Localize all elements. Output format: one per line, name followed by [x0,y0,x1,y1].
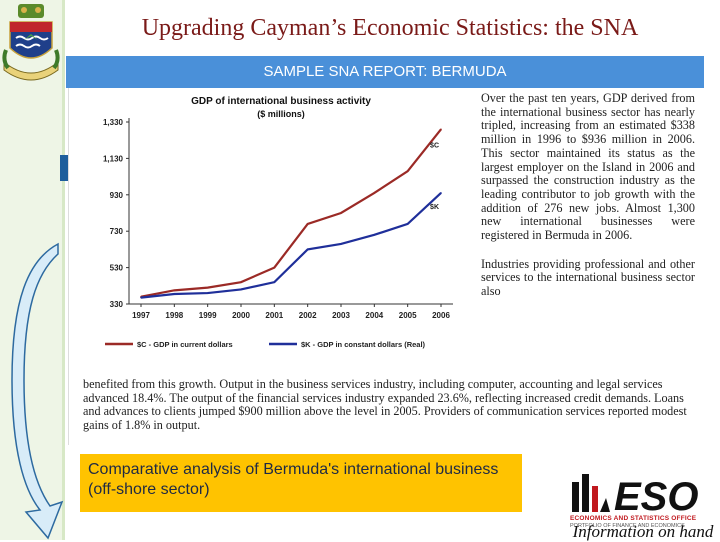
data-point [440,128,442,131]
report-paragraph-2: Industries providing professional and ot… [481,256,695,299]
x-tick-label: 2002 [299,311,317,320]
series-end-label: $C [430,142,439,149]
sample-report: GDP of international business activity ($… [68,88,704,445]
eso-logo: ESO ECONOMICS AND STATISTICS OFFICE PORT… [564,466,720,541]
data-point [306,223,309,225]
data-point [406,170,409,172]
data-point [373,192,376,194]
sidebar-divider [62,0,65,540]
legend-label: $K - GDP in constant dollars (Real) [301,340,426,349]
data-point [306,248,309,251]
cayman-crest-icon [2,4,60,81]
data-point [240,288,242,291]
left-sidebar [0,0,62,540]
data-point [140,296,142,299]
x-tick-label: 1999 [199,311,217,320]
series-line-constant [140,192,442,299]
report-side-text: Over the past ten years, GDP derived fro… [481,91,695,314]
curved-arrow-icon [11,242,64,540]
report-paragraph-1: Over the past ten years, GDP derived fro… [481,91,695,243]
x-tick-label: 1998 [165,311,183,320]
eso-subtitle: ECONOMICS AND STATISTICS OFFICE [570,515,697,522]
data-point [206,292,209,294]
eso-logo-mark-icon: ESO [572,474,698,514]
series-line-current [140,128,442,298]
data-point [373,234,376,236]
eso-tagline: Information on hand [572,522,714,541]
report-banner: SAMPLE SNA REPORT: BERMUDA [66,56,704,88]
y-tick-label: 530 [110,264,124,273]
gdp-line-chart: GDP of international business activity ($… [103,96,453,349]
x-tick-label: 2003 [332,311,350,320]
data-point [240,281,242,283]
decorative-bar [60,155,68,181]
y-tick-label: 1,330 [103,118,124,127]
legend-label: $C - GDP in current dollars [137,340,233,349]
chart-title: GDP of international business activity [191,96,371,107]
data-point [173,293,176,295]
x-tick-label: 1997 [132,311,150,320]
report-bottom-text: benefited from this growth. Output in th… [83,377,687,433]
eso-subtitle-2: PORTFOLIO OF FINANCE AND ECONOMICS [570,523,685,529]
x-tick-label: 2004 [365,311,383,320]
caption-box: Comparative analysis of Bermuda's intern… [80,454,522,512]
data-point [273,266,276,269]
y-tick-label: 1,130 [103,154,124,163]
chart-subtitle: ($ millions) [257,109,305,119]
x-tick-label: 2001 [265,311,283,320]
data-point [173,289,176,292]
y-tick-label: 730 [110,227,124,236]
slide-title: Upgrading Cayman’s Economic Statistics: … [141,15,639,41]
eso-logo-text: ESO [614,475,698,514]
data-point [340,243,342,245]
data-point [273,281,276,283]
x-tick-label: 2000 [232,311,250,320]
x-tick-label: 2006 [432,311,450,320]
x-tick-label: 2005 [399,311,417,320]
y-tick-label: 930 [110,191,124,200]
data-point [340,212,342,214]
data-point [406,223,409,225]
y-tick-label: 330 [110,300,124,309]
series-end-label: $K [430,204,439,211]
data-point [440,192,442,194]
data-point [206,286,209,289]
